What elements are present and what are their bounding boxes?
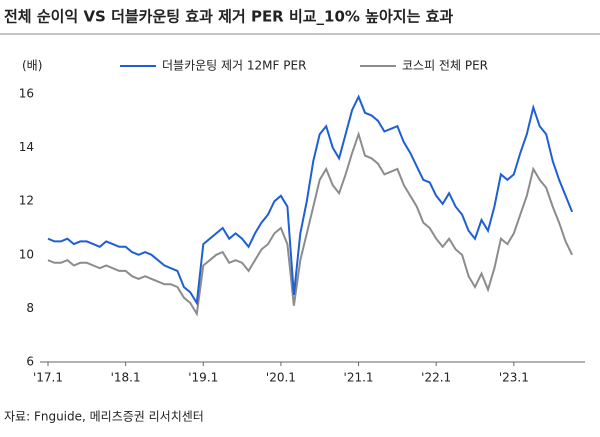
y-tick-label: 6 <box>26 355 34 369</box>
series-line <box>47 130 573 317</box>
source: 자료: Fnguide, 메리츠증권 리서치센터 <box>4 410 204 424</box>
x-tick-label: '21.1 <box>344 371 374 385</box>
x-tick-label: '23.1 <box>499 371 529 385</box>
x-tick-label: '18.1 <box>111 371 141 385</box>
x-tick-label: '20.1 <box>266 371 296 385</box>
y-tick-label: 10 <box>19 247 34 261</box>
chart-title: 전체 순이익 VS 더블카운팅 효과 제거 PER 비교_10% 높아지는 효과 <box>4 8 453 26</box>
x-tick-label: '19.1 <box>188 371 218 385</box>
legend-label: 더블카운팅 제거 12MF PER <box>162 59 306 73</box>
series-line <box>47 94 574 307</box>
y-tick-label: 16 <box>19 87 34 101</box>
y-axis-label: (배) <box>22 59 42 73</box>
y-tick-label: 14 <box>19 140 34 154</box>
y-tick-label: 12 <box>19 194 34 208</box>
y-tick-label: 8 <box>26 301 34 315</box>
x-tick-label: '17.1 <box>33 371 63 385</box>
legend-label: 코스피 전체 PER <box>402 59 488 73</box>
x-tick-label: '22.1 <box>421 371 451 385</box>
